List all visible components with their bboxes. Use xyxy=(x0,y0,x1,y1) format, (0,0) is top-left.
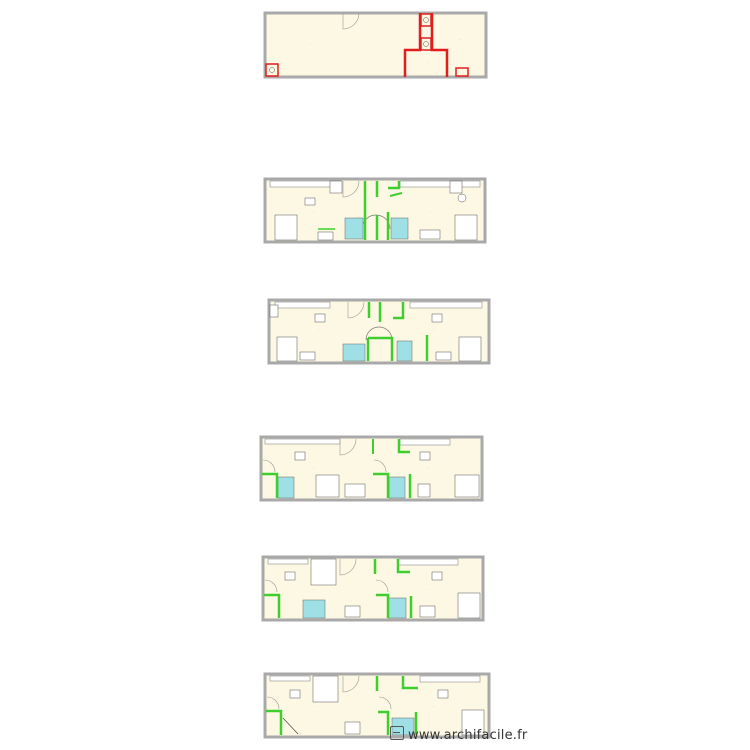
door-swing xyxy=(339,438,357,456)
shower xyxy=(344,217,364,240)
svg-text:· · ·: · · · xyxy=(428,589,432,591)
watermark-text: www.archifacile.fr xyxy=(408,728,528,743)
bed xyxy=(310,558,337,586)
door-swing xyxy=(347,301,365,319)
bed xyxy=(458,336,482,362)
bed xyxy=(454,474,480,498)
bed xyxy=(461,709,485,736)
red-box xyxy=(420,13,432,27)
floor-plan-level-3[interactable]: · · · · · · xyxy=(267,298,491,365)
svg-text:· · ·: · · · xyxy=(312,467,316,469)
red-box xyxy=(420,37,432,51)
door-swing xyxy=(342,12,360,30)
floor-plan-level-2[interactable]: · · · · · · xyxy=(263,177,487,244)
door-swing xyxy=(266,696,280,710)
green-wall xyxy=(266,709,283,735)
green-wall xyxy=(401,676,418,690)
red-box xyxy=(265,63,279,77)
shower xyxy=(342,343,366,362)
shower xyxy=(277,476,295,499)
bed xyxy=(457,592,481,619)
red-box xyxy=(455,67,469,77)
bed xyxy=(274,214,298,241)
shower xyxy=(396,340,413,362)
green-wall xyxy=(396,559,410,574)
svg-text:· · ·: · · · xyxy=(312,589,316,591)
door-swing xyxy=(378,696,392,710)
svg-text:· · ·: · · · xyxy=(308,44,312,46)
bed xyxy=(276,336,298,362)
green-wall xyxy=(389,192,403,197)
shower xyxy=(388,476,406,499)
svg-text:· · ·: · · · xyxy=(459,39,463,41)
watermark[interactable]: www.archifacile.fr xyxy=(390,726,527,743)
door-swing xyxy=(375,579,389,593)
green-wall xyxy=(397,439,410,454)
svg-text:· · ·: · · · xyxy=(312,211,316,213)
green-wall xyxy=(262,472,279,498)
green-wall xyxy=(376,593,390,618)
house-plan-icon xyxy=(390,726,404,740)
door-swing xyxy=(373,459,387,473)
shower xyxy=(390,217,409,240)
svg-text:· · ·: · · · xyxy=(426,62,430,64)
svg-text:· · ·: · · · xyxy=(432,329,436,331)
floor-area xyxy=(261,555,485,622)
floor-plan-level-5[interactable]: · · · · · · xyxy=(261,555,485,622)
shower xyxy=(302,599,326,619)
floor-area xyxy=(259,435,484,502)
door-swing xyxy=(365,326,393,341)
green-wall xyxy=(368,336,394,361)
floor-area xyxy=(263,177,487,244)
green-wall xyxy=(393,302,405,320)
svg-text:· · ·: · · · xyxy=(432,706,436,708)
green-wall xyxy=(388,181,401,190)
door-swing xyxy=(262,459,276,473)
red-wall xyxy=(430,13,449,77)
svg-text:· · ·: · · · xyxy=(318,329,322,331)
green-wall xyxy=(378,710,390,735)
green-wall xyxy=(264,593,281,618)
bed xyxy=(312,675,339,703)
bed xyxy=(454,214,478,241)
door-swing xyxy=(342,180,360,198)
door-swing xyxy=(264,579,278,593)
shower xyxy=(387,597,407,619)
floor-area xyxy=(263,11,488,79)
svg-text:· · ·: · · · xyxy=(426,467,430,469)
door-swing xyxy=(342,675,360,693)
bed xyxy=(315,474,340,498)
door-swing xyxy=(339,558,357,576)
svg-text:· · ·: · · · xyxy=(316,706,320,708)
red-wall xyxy=(403,13,422,77)
svg-text:· · ·: · · · xyxy=(428,211,432,213)
floor-plan-level-6[interactable]: · · · · · · xyxy=(263,672,491,739)
floor-plan-level-4[interactable]: · · · · · · xyxy=(259,435,484,502)
floor-plan-level-1[interactable]: · · · · · · · · · xyxy=(263,11,488,79)
green-wall xyxy=(373,472,390,498)
